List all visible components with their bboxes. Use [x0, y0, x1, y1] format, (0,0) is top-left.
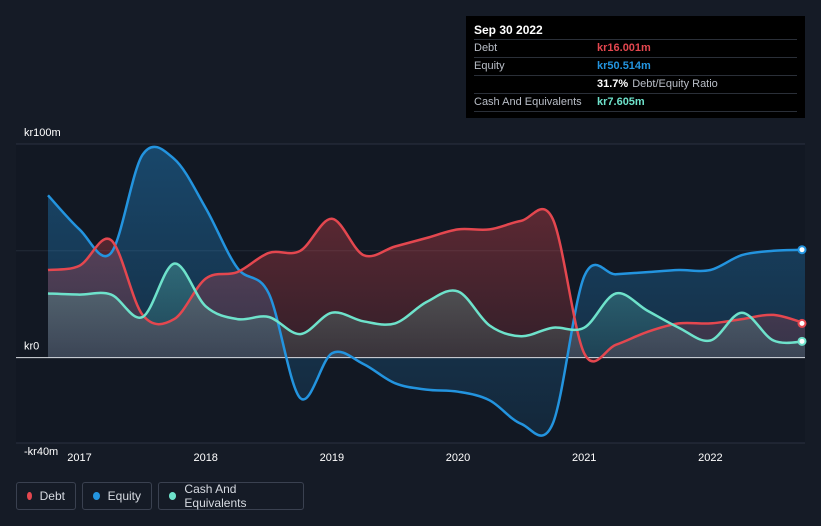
legend-debt[interactable]: Debt — [16, 482, 76, 510]
tooltip-debt-row: Debt kr16.001m — [474, 39, 797, 57]
x-axis-labels: 2017 2018 2019 2020 2021 2022 — [67, 452, 722, 464]
y-tick-label: kr0 — [24, 341, 39, 353]
tooltip-cash-label: Cash And Equivalents — [474, 96, 582, 108]
cash-line — [47, 262, 806, 345]
cash-area — [48, 263, 805, 358]
debt-line — [47, 208, 806, 363]
cash-endpoint — [797, 336, 807, 346]
tooltip-ratio-label: Debt/Equity Ratio — [632, 78, 718, 90]
x-tick-label: 2019 — [320, 452, 344, 464]
tooltip-equity-value: kr50.514m — [597, 60, 651, 72]
legend-debt-dot — [27, 492, 32, 500]
series-lines — [47, 145, 806, 437]
legend-cash-dot — [169, 492, 177, 500]
y-tick-label: -kr40m — [24, 446, 58, 458]
data-tooltip: Sep 30 2022 Debt kr16.001m Equity kr50.5… — [466, 16, 805, 118]
series-endpoints — [797, 245, 807, 346]
tooltip-debt-value: kr16.001m — [597, 42, 651, 54]
legend-debt-label: Debt — [39, 489, 65, 503]
legend-cash-label: Cash And Equivalents — [184, 482, 247, 510]
equity-endpoint — [797, 245, 807, 255]
y-axis-labels: kr100m kr0 -kr40m — [24, 127, 61, 458]
series-areas — [48, 146, 805, 436]
tooltip-equity-row: Equity kr50.514m — [474, 57, 797, 75]
tooltip-equity-label: Equity — [474, 60, 505, 72]
x-tick-label: 2020 — [446, 452, 470, 464]
legend-equity[interactable]: Equity — [82, 482, 152, 510]
x-tick-label: 2018 — [193, 452, 217, 464]
y-tick-label: kr100m — [24, 127, 61, 139]
legend-cash[interactable]: Cash And Equivalents — [158, 482, 304, 510]
tooltip-debt-label: Debt — [474, 42, 498, 54]
legend-equity-dot — [93, 492, 100, 500]
tooltip-cash-value: kr7.605m — [597, 96, 645, 108]
tooltip-date: Sep 30 2022 — [474, 23, 543, 37]
x-tick-label: 2022 — [698, 452, 722, 464]
tooltip-cash-row: Cash And Equivalents kr7.605m — [474, 93, 797, 112]
tooltip-ratio-value: 31.7% — [597, 78, 629, 90]
tooltip-ratio-row: 31.7% Debt/Equity Ratio — [474, 75, 797, 93]
x-tick-label: 2017 — [67, 452, 91, 464]
equity-line — [47, 145, 806, 437]
debt-endpoint — [797, 318, 807, 328]
x-tick-label: 2021 — [572, 452, 596, 464]
legend-equity-label: Equity — [107, 489, 141, 503]
